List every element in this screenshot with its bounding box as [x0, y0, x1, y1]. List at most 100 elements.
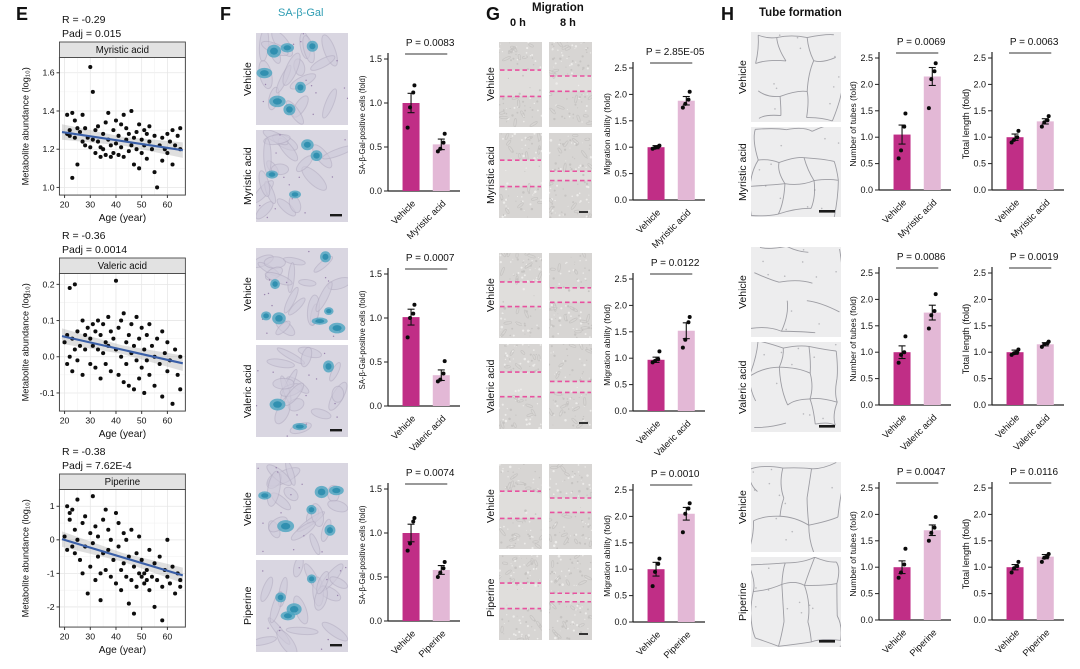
svg-text:2.5: 2.5 — [614, 63, 627, 73]
scatter-stats: R = -0.36 Padj = 0.0014 — [62, 230, 212, 258]
correlation-label: R = -0.36 — [62, 230, 106, 242]
svg-text:40: 40 — [111, 632, 121, 642]
svg-text:0.5: 0.5 — [860, 159, 873, 169]
padj-label: Padj = 0.015 — [62, 27, 122, 40]
micrograph-tube-valeric — [751, 342, 841, 432]
svg-text:0.5: 0.5 — [973, 374, 986, 384]
micrograph-row: Piperine — [735, 557, 841, 647]
row-label-treatment: Myristic acid — [242, 147, 254, 205]
micrograph-tube-vehicle — [751, 32, 841, 122]
svg-text:1.0: 1.0 — [614, 564, 627, 574]
micrograph-column: Vehicle Piperine — [735, 462, 841, 669]
svg-text:Age (year): Age (year) — [99, 645, 146, 656]
svg-text:1.2: 1.2 — [42, 144, 54, 154]
svg-text:Vehicle: Vehicle — [880, 412, 908, 440]
svg-text:1.4: 1.4 — [42, 106, 54, 116]
svg-text:Total length (fold): Total length (fold) — [961, 519, 971, 589]
panel-g-header: Migration 0 h 8 h — [480, 0, 715, 36]
svg-text:Valeric acid: Valeric acid — [98, 261, 147, 272]
micrograph-row: Myristic acid — [735, 127, 841, 217]
micrograph-sa-b-gal-valeric — [256, 345, 348, 437]
svg-text:2.5: 2.5 — [614, 274, 627, 284]
panel-label-e: E — [16, 4, 29, 24]
micrograph-sa-b-gal-vehicle — [256, 248, 348, 340]
micrograph-sa-b-gal-piperine — [256, 560, 348, 652]
row-label-treatment: Valeric acid — [242, 364, 254, 418]
row-label-vehicle: Vehicle — [242, 62, 254, 96]
micrograph-tube-piperine — [751, 557, 841, 647]
micrograph-row: Vehicle — [240, 33, 348, 125]
migration-title: Migration — [532, 2, 584, 14]
row-label-vehicle: Vehicle — [737, 275, 749, 309]
svg-text:0.0: 0.0 — [614, 406, 627, 416]
svg-text:1.0: 1.0 — [614, 353, 627, 363]
scatter-stats: R = -0.38 Padj = 7.62E-4 — [62, 446, 212, 474]
svg-text:0.1: 0.1 — [42, 315, 54, 325]
svg-text:1.5: 1.5 — [614, 327, 627, 337]
bar-chart-sabgal-piperine: 0.0 0.5 1.0 1.5 Vehicle Piperine P = 0.0074 SA-… — [358, 468, 460, 659]
svg-text:P = 2.85E-05: P = 2.85E-05 — [646, 47, 705, 58]
svg-text:Metabolite abundance (log₁₀): Metabolite abundance (log₁₀) — [20, 67, 30, 185]
tube-group-myristic: Vehicle Myristic acid 0.0 0.5 1.0 1.5 2.0 2.5… — [715, 24, 1080, 240]
svg-text:1.0: 1.0 — [614, 142, 627, 152]
micrograph-column: Vehicle Valeric acid — [735, 247, 841, 454]
svg-text:1.0: 1.0 — [860, 562, 873, 572]
svg-text:0.0: 0.0 — [973, 400, 986, 410]
scatter-plot-myristic-acid: Myristic acid 1.0 1.2 1.4 1.6 20 30 40 50 60 Age (… — [20, 41, 186, 224]
micrograph-tube-vehicle — [751, 462, 841, 552]
micrograph-row: Valeric acid — [240, 345, 348, 437]
panel-h: H Tube formation Vehicle Myristic acid 0… — [715, 0, 1080, 669]
svg-text:60: 60 — [163, 200, 173, 210]
svg-text:0.0: 0.0 — [369, 186, 382, 196]
svg-text:Vehicle: Vehicle — [634, 418, 662, 446]
panel-label-f: F — [220, 4, 231, 24]
micrograph-row: Vehicle — [735, 247, 841, 337]
svg-text:0.5: 0.5 — [973, 159, 986, 169]
panel-e-content: R = -0.29 Padj = 0.015 Myristic acid 1.0 1… — [0, 0, 212, 662]
svg-text:P = 0.0122: P = 0.0122 — [651, 258, 700, 269]
svg-text:Piperine: Piperine — [417, 628, 448, 659]
micrograph-migration-valeric-8h — [549, 344, 592, 429]
micrograph-migration-myristic-0h — [499, 133, 542, 218]
panel-g: G Migration 0 h 8 h Vehicle Myristic aci… — [480, 0, 715, 669]
svg-text:20: 20 — [60, 632, 70, 642]
svg-text:Piperine: Piperine — [662, 629, 693, 660]
row-label-vehicle: Vehicle — [242, 277, 254, 311]
svg-text:2.5: 2.5 — [973, 53, 986, 63]
svg-text:0.0: 0.0 — [860, 615, 873, 625]
micrograph-migration-piperine-0h — [499, 555, 542, 640]
micrograph-migration-vehicle-8h — [549, 464, 592, 549]
svg-text:2.0: 2.0 — [973, 79, 986, 89]
svg-text:30: 30 — [85, 632, 95, 642]
scatter-block-myristic: R = -0.29 Padj = 0.015 Myristic acid 1.0 1… — [16, 14, 212, 230]
svg-text:2.0: 2.0 — [973, 294, 986, 304]
svg-text:Metabolite abundance (log₁₀): Metabolite abundance (log₁₀) — [20, 499, 30, 617]
svg-text:SA-β-Gal-positive cells (fold): SA-β-Gal-positive cells (fold) — [358, 290, 367, 389]
svg-text:Total length (fold): Total length (fold) — [961, 304, 971, 374]
micrograph-migration-vehicle-8h — [549, 253, 592, 338]
row-label-vehicle: Vehicle — [737, 60, 749, 94]
svg-text:Piperine: Piperine — [908, 627, 939, 658]
panel-f: F SA-β-Gal Vehicle Myristic acid 0.0 0.5 1… — [212, 0, 480, 669]
micrograph-row: Vehicle — [240, 248, 348, 340]
svg-text:P = 0.0074: P = 0.0074 — [406, 468, 455, 479]
micrograph-grid: Vehicle Valeric acid — [483, 253, 599, 458]
bar-chart-tubes-piperine: 0.0 0.5 1.0 1.5 2.0 2.5 Vehicle Piperine P = 0.0… — [848, 467, 951, 658]
svg-text:Migration ability (fold): Migration ability (fold) — [602, 93, 612, 175]
micrograph-migration-myristic-8h — [549, 133, 592, 218]
svg-text:P = 0.0083: P = 0.0083 — [406, 38, 455, 49]
svg-text:0.5: 0.5 — [614, 591, 627, 601]
svg-text:Piperine: Piperine — [1021, 627, 1052, 658]
svg-text:1.5: 1.5 — [369, 269, 382, 279]
micrograph-row: Vehicle — [240, 463, 348, 555]
svg-text:Vehicle: Vehicle — [993, 412, 1021, 440]
scatter-plot-piperine: Piperine -2 -1 0 1 20 30 40 50 60 Age (year) Metabo… — [20, 473, 186, 656]
svg-text:Number of tubes (fold): Number of tubes (fold) — [848, 296, 858, 382]
scatter-stats: R = -0.29 Padj = 0.015 — [62, 14, 212, 42]
svg-text:P = 0.0086: P = 0.0086 — [897, 252, 946, 263]
sa-b-gal-group-valeric: Vehicle Valeric acid 0.0 0.5 1.0 1.5 Vehicle… — [212, 239, 480, 454]
svg-text:1.5: 1.5 — [973, 106, 986, 116]
svg-text:0.5: 0.5 — [614, 169, 627, 179]
svg-text:0.5: 0.5 — [860, 374, 873, 384]
